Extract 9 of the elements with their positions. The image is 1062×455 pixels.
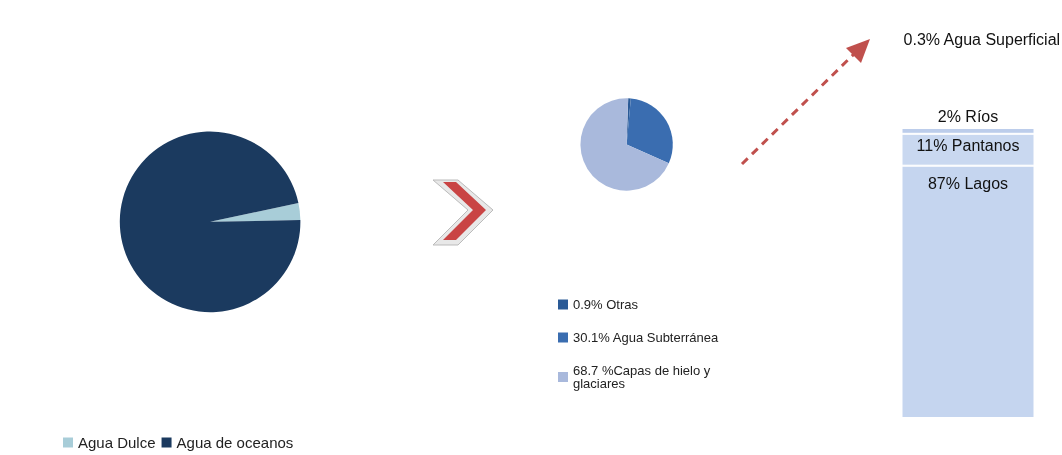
legend-label: 68.7 %Capas de hielo y glaciares — [573, 363, 714, 391]
legend-label: 30.1% Agua Subterránea — [573, 330, 720, 345]
data-label: 87% Lagos — [927, 175, 1009, 193]
legend-label: 0.9% Otras — [573, 297, 639, 312]
chart-title: 0.3% Agua Superficial — [903, 30, 1061, 48]
legend-label: Agua de oceanos — [176, 434, 294, 451]
data-label: 2% Ríos — [937, 107, 999, 125]
data-label: 11% Pantanos — [916, 137, 1020, 155]
legend-label: Agua Dulce — [78, 434, 156, 451]
